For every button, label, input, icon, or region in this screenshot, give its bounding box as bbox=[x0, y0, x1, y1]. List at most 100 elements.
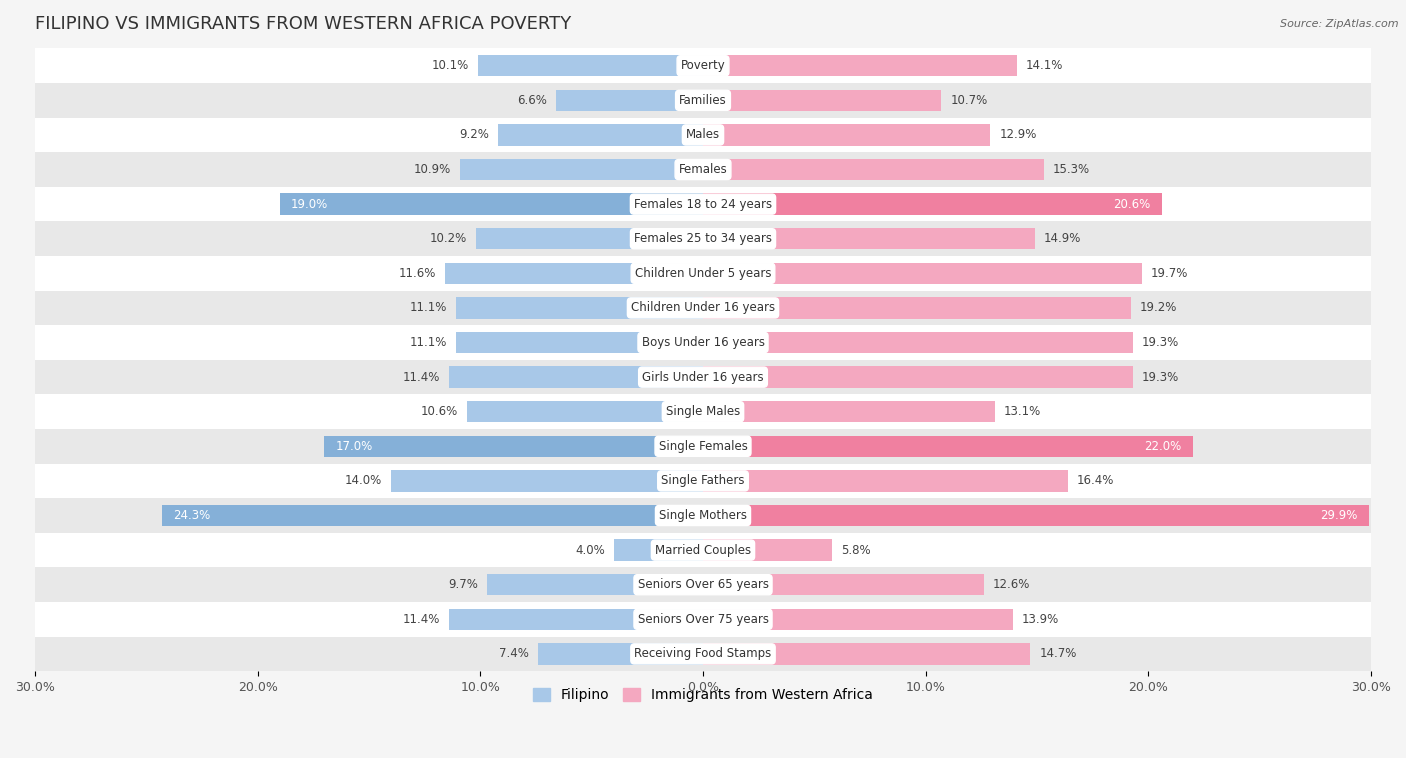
Text: 11.4%: 11.4% bbox=[404, 371, 440, 384]
Legend: Filipino, Immigrants from Western Africa: Filipino, Immigrants from Western Africa bbox=[527, 683, 879, 708]
Bar bbox=[449, 609, 703, 630]
Bar bbox=[703, 89, 941, 111]
Bar bbox=[703, 540, 832, 561]
Bar bbox=[703, 470, 1069, 492]
Bar bbox=[35, 152, 1371, 186]
Text: 19.2%: 19.2% bbox=[1139, 302, 1177, 315]
Bar bbox=[35, 360, 1371, 394]
Text: 10.6%: 10.6% bbox=[420, 406, 458, 418]
Bar bbox=[703, 262, 1142, 284]
Bar bbox=[35, 429, 1371, 464]
Bar bbox=[703, 297, 1130, 318]
Text: 14.9%: 14.9% bbox=[1043, 232, 1081, 246]
Text: 19.0%: 19.0% bbox=[291, 198, 328, 211]
Text: 10.7%: 10.7% bbox=[950, 94, 987, 107]
Bar bbox=[35, 637, 1371, 671]
Text: Single Females: Single Females bbox=[658, 440, 748, 453]
Text: 19.7%: 19.7% bbox=[1150, 267, 1188, 280]
Text: Children Under 16 years: Children Under 16 years bbox=[631, 302, 775, 315]
Text: 19.3%: 19.3% bbox=[1142, 336, 1180, 349]
Text: 11.1%: 11.1% bbox=[409, 336, 447, 349]
Text: 11.6%: 11.6% bbox=[398, 267, 436, 280]
Text: 10.1%: 10.1% bbox=[432, 59, 470, 72]
Bar bbox=[35, 49, 1371, 83]
Bar bbox=[703, 505, 1369, 526]
Bar bbox=[35, 394, 1371, 429]
Text: Poverty: Poverty bbox=[681, 59, 725, 72]
Bar bbox=[280, 193, 703, 215]
Text: Receiving Food Stamps: Receiving Food Stamps bbox=[634, 647, 772, 660]
Bar bbox=[35, 83, 1371, 117]
Bar bbox=[703, 436, 1192, 457]
Text: Single Mothers: Single Mothers bbox=[659, 509, 747, 522]
Text: 22.0%: 22.0% bbox=[1144, 440, 1182, 453]
Text: 20.6%: 20.6% bbox=[1114, 198, 1150, 211]
Text: 16.4%: 16.4% bbox=[1077, 475, 1115, 487]
Text: 17.0%: 17.0% bbox=[336, 440, 373, 453]
Text: 14.0%: 14.0% bbox=[344, 475, 382, 487]
Text: 24.3%: 24.3% bbox=[173, 509, 211, 522]
Bar bbox=[703, 55, 1017, 77]
Bar bbox=[703, 159, 1043, 180]
Text: Females 25 to 34 years: Females 25 to 34 years bbox=[634, 232, 772, 246]
Bar bbox=[456, 332, 703, 353]
Bar bbox=[35, 464, 1371, 498]
Bar bbox=[703, 332, 1133, 353]
Text: 4.0%: 4.0% bbox=[575, 543, 605, 556]
Bar bbox=[703, 124, 990, 146]
Text: 14.7%: 14.7% bbox=[1039, 647, 1077, 660]
Text: 12.6%: 12.6% bbox=[993, 578, 1029, 591]
Text: Families: Families bbox=[679, 94, 727, 107]
Bar bbox=[475, 228, 703, 249]
Bar bbox=[538, 644, 703, 665]
Bar bbox=[703, 574, 984, 596]
Bar bbox=[467, 401, 703, 422]
Text: 10.9%: 10.9% bbox=[415, 163, 451, 176]
Bar bbox=[703, 366, 1133, 388]
Bar bbox=[703, 401, 994, 422]
Text: Males: Males bbox=[686, 128, 720, 142]
Text: Married Couples: Married Couples bbox=[655, 543, 751, 556]
Bar bbox=[35, 602, 1371, 637]
Bar bbox=[460, 159, 703, 180]
Bar bbox=[444, 262, 703, 284]
Bar bbox=[478, 55, 703, 77]
Bar bbox=[703, 193, 1161, 215]
Text: Source: ZipAtlas.com: Source: ZipAtlas.com bbox=[1281, 19, 1399, 29]
Text: 9.2%: 9.2% bbox=[460, 128, 489, 142]
Text: Seniors Over 75 years: Seniors Over 75 years bbox=[637, 612, 769, 626]
Text: Children Under 5 years: Children Under 5 years bbox=[634, 267, 772, 280]
Text: 11.4%: 11.4% bbox=[404, 612, 440, 626]
Text: 7.4%: 7.4% bbox=[499, 647, 529, 660]
Bar bbox=[35, 568, 1371, 602]
Bar bbox=[391, 470, 703, 492]
Bar bbox=[35, 498, 1371, 533]
Text: Single Fathers: Single Fathers bbox=[661, 475, 745, 487]
Text: 10.2%: 10.2% bbox=[430, 232, 467, 246]
Bar bbox=[35, 117, 1371, 152]
Bar bbox=[703, 644, 1031, 665]
Text: 6.6%: 6.6% bbox=[517, 94, 547, 107]
Bar bbox=[486, 574, 703, 596]
Bar bbox=[162, 505, 703, 526]
Text: Single Males: Single Males bbox=[666, 406, 740, 418]
Text: Girls Under 16 years: Girls Under 16 years bbox=[643, 371, 763, 384]
Bar bbox=[703, 609, 1012, 630]
Bar bbox=[35, 290, 1371, 325]
Text: 13.1%: 13.1% bbox=[1004, 406, 1040, 418]
Text: FILIPINO VS IMMIGRANTS FROM WESTERN AFRICA POVERTY: FILIPINO VS IMMIGRANTS FROM WESTERN AFRI… bbox=[35, 15, 571, 33]
Bar bbox=[498, 124, 703, 146]
Text: 11.1%: 11.1% bbox=[409, 302, 447, 315]
Bar bbox=[35, 186, 1371, 221]
Bar bbox=[35, 325, 1371, 360]
Text: 13.9%: 13.9% bbox=[1021, 612, 1059, 626]
Text: 19.3%: 19.3% bbox=[1142, 371, 1180, 384]
Bar bbox=[449, 366, 703, 388]
Text: Females 18 to 24 years: Females 18 to 24 years bbox=[634, 198, 772, 211]
Bar bbox=[325, 436, 703, 457]
Text: 9.7%: 9.7% bbox=[449, 578, 478, 591]
Bar bbox=[35, 221, 1371, 256]
Text: 15.3%: 15.3% bbox=[1053, 163, 1090, 176]
Bar bbox=[35, 533, 1371, 568]
Bar bbox=[35, 256, 1371, 290]
